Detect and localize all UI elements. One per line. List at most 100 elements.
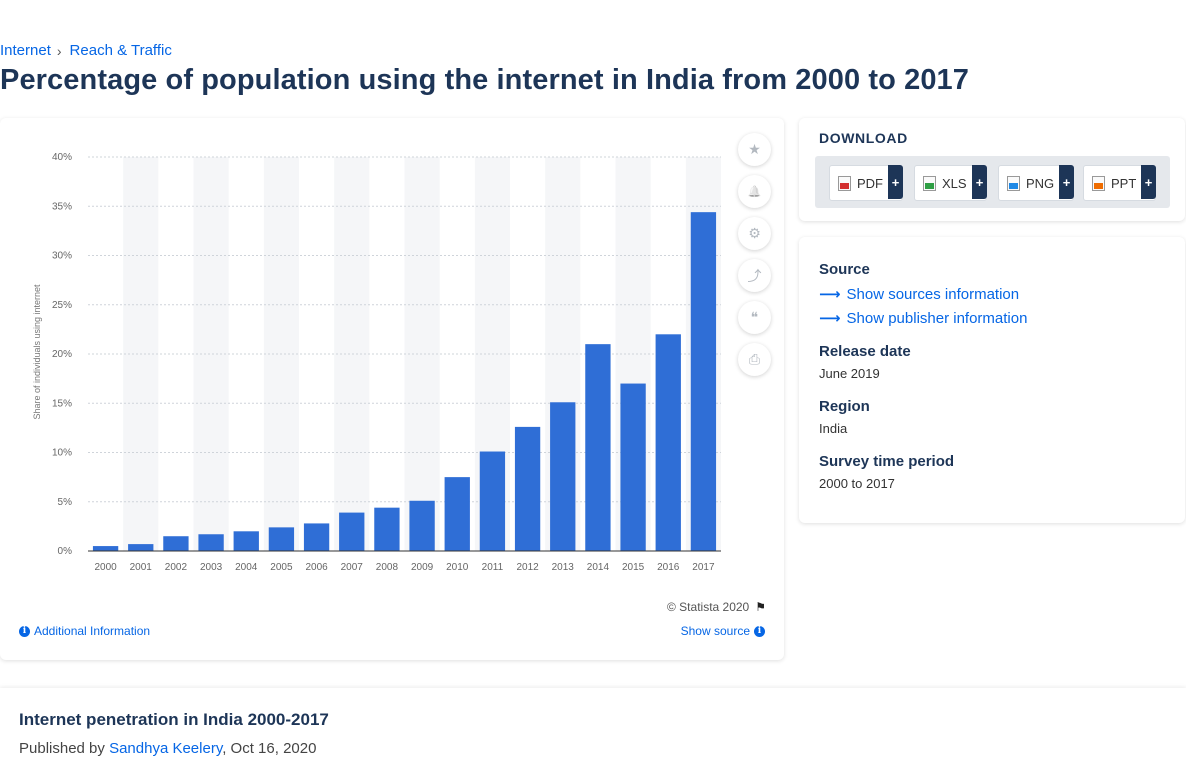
column-band <box>193 157 229 551</box>
plus-icon: + <box>972 165 987 199</box>
x-tick-label: 2015 <box>622 562 645 573</box>
x-tick-label: 2003 <box>200 562 223 573</box>
survey-period-value: 2000 to 2017 <box>819 476 895 491</box>
bar <box>163 536 189 551</box>
star-icon: ★ <box>748 141 761 157</box>
download-png-label: PNG <box>1026 175 1055 191</box>
x-tick-label: 2001 <box>130 562 153 573</box>
download-card: DOWNLOAD PDF + XLS + PNG + PPT + <box>799 118 1185 221</box>
download-ppt-label: PPT <box>1111 175 1137 191</box>
download-ppt-button[interactable]: PPT + <box>1083 165 1156 201</box>
info-icon: i <box>754 625 765 637</box>
share-button[interactable]: ⤴ <box>738 259 771 292</box>
show-publisher-link[interactable]: ⟶ Show publisher information <box>819 309 1028 328</box>
x-tick-label: 2005 <box>270 562 293 573</box>
bar <box>444 477 470 551</box>
breadcrumb-separator: › <box>56 42 62 59</box>
copyright: © Statista 2020 ⚑ <box>667 600 766 614</box>
copyright-text: © Statista 2020 <box>667 600 750 614</box>
bar <box>198 534 224 551</box>
x-tick-label: 2004 <box>235 562 258 573</box>
additional-information-link[interactable]: i Additional Information <box>19 624 150 638</box>
region-value: India <box>819 421 848 436</box>
show-source-label: Show source <box>680 624 750 638</box>
show-sources-link[interactable]: ⟶ Show sources information <box>819 285 1020 304</box>
download-bar: PDF + XLS + PNG + PPT + <box>815 156 1170 208</box>
bar <box>550 402 576 551</box>
x-tick-label: 2013 <box>552 562 575 573</box>
bar-chart: 0% 5% 10% 15% 20% 25% 30% 35% 40% 2000 2001 2002 200… <box>32 152 721 573</box>
x-tick-label: 2008 <box>376 562 399 573</box>
plus-icon: + <box>1059 165 1074 199</box>
region-label: Region <box>819 398 870 415</box>
bar <box>585 344 611 551</box>
statistic-info-card: Source ⟶ Show sources information ⟶ Show… <box>799 237 1185 523</box>
y-tick-label: 30% <box>52 251 72 262</box>
x-tick-label: 2010 <box>446 562 469 573</box>
y-axis-title: Share of individuals using internet <box>32 284 42 420</box>
download-xls-label: XLS <box>942 175 967 191</box>
bar <box>655 334 681 551</box>
show-source-link[interactable]: Show source i <box>681 624 765 638</box>
x-tick-label: 2007 <box>341 562 364 573</box>
x-tick-label: 2009 <box>411 562 434 573</box>
print-button[interactable]: ⎙ <box>738 343 771 376</box>
arrow-right-icon: ⟶ <box>819 286 841 303</box>
x-tick-label: 2017 <box>692 562 715 573</box>
y-tick-label: 15% <box>52 398 72 409</box>
published-by: Published by Sandhya Keelery, Oct 16, 20… <box>19 740 316 757</box>
bar <box>268 527 295 551</box>
plus-icon: + <box>888 165 903 199</box>
statistic-description-card: Internet penetration in India 2000-2017 … <box>0 688 1186 768</box>
x-tick-label: 2011 <box>482 562 504 573</box>
published-date: , Oct 16, 2020 <box>222 740 317 757</box>
survey-period-label: Survey time period <box>819 453 955 470</box>
flag-icon[interactable]: ⚑ <box>755 600 766 614</box>
y-tick-label: 40% <box>52 152 72 163</box>
show-publisher-label: Show publisher information <box>846 309 1028 327</box>
print-icon: ⎙ <box>748 351 761 367</box>
chart-card: 0% 5% 10% 15% 20% 25% 30% 35% 40% 2000 2001 2002 200… <box>0 118 784 660</box>
breadcrumb-reach-traffic[interactable]: Reach & Traffic <box>69 42 172 59</box>
x-tick-label: 2006 <box>305 562 328 573</box>
png-file-icon <box>1007 175 1020 191</box>
y-tick-label: 35% <box>52 201 72 212</box>
settings-button[interactable]: ⚙ <box>738 217 771 250</box>
download-pdf-label: PDF <box>857 175 883 191</box>
author-link[interactable]: Sandhya Keelery <box>109 740 223 757</box>
x-tick-label: 2014 <box>587 562 610 573</box>
source-label: Source <box>819 261 870 278</box>
x-tick-label: 2000 <box>94 562 117 573</box>
bar <box>514 426 541 551</box>
show-sources-label: Show sources information <box>846 285 1020 303</box>
page-title: Percentage of population using the inter… <box>0 64 969 96</box>
bar <box>303 523 330 551</box>
bar <box>479 451 506 551</box>
breadcrumb-internet[interactable]: Internet <box>0 42 51 59</box>
favorite-button[interactable]: ★ <box>738 133 771 166</box>
bar <box>92 546 119 551</box>
bar <box>374 507 400 551</box>
bar <box>620 383 646 551</box>
info-icon: i <box>19 625 30 637</box>
y-tick-label: 10% <box>52 448 72 459</box>
quote-icon: ❝ <box>750 309 759 325</box>
plus-icon: + <box>1141 165 1156 199</box>
cite-button[interactable]: ❝ <box>738 301 771 334</box>
published-prefix: Published by <box>19 740 105 757</box>
additional-information-label: Additional Information <box>34 624 151 638</box>
notification-button[interactable]: 🔔 <box>738 175 771 208</box>
bar <box>690 212 717 551</box>
download-pdf-button[interactable]: PDF + <box>829 165 903 201</box>
release-date-value: June 2019 <box>819 366 880 381</box>
breadcrumb: Internet › Reach & Traffic <box>0 42 172 59</box>
x-tick-label: 2012 <box>516 562 539 573</box>
y-tick-label: 5% <box>58 497 73 508</box>
bar <box>233 531 259 551</box>
download-xls-button[interactable]: XLS + <box>914 165 987 201</box>
xls-file-icon <box>923 175 936 191</box>
download-png-button[interactable]: PNG + <box>998 165 1074 201</box>
share-icon: ⤴ <box>747 267 762 284</box>
bell-icon: 🔔 <box>747 186 762 198</box>
release-date-label: Release date <box>819 343 911 360</box>
